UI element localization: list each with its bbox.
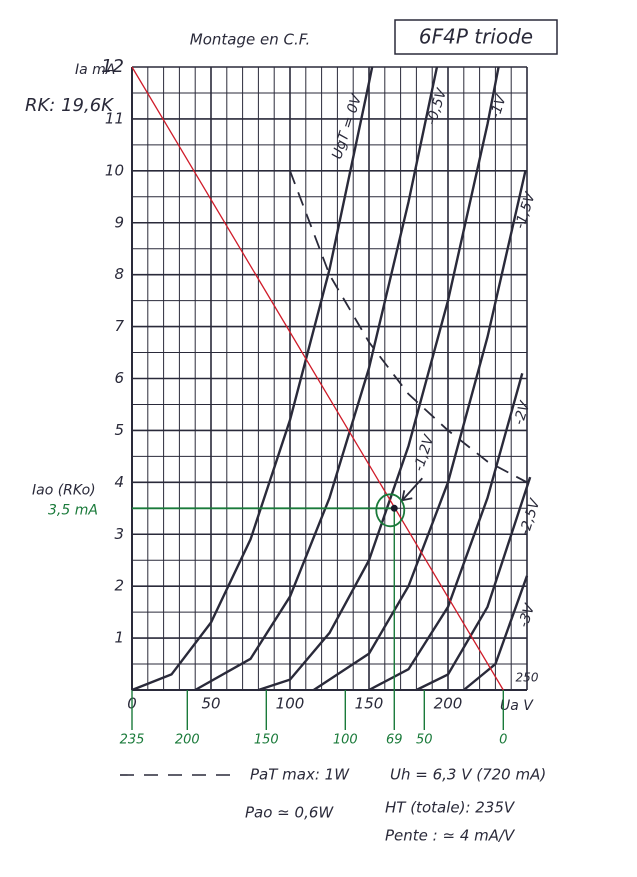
chart-title: Montage en C.F. (190, 31, 310, 49)
x2-tick-label: 235 (120, 733, 145, 748)
x-tick-label: 150 (355, 695, 384, 713)
y-tick-label: 1 (114, 629, 124, 647)
x-tick-label: 100 (276, 695, 305, 713)
y-axis-label: Ia mA (75, 62, 115, 78)
op-arrow (401, 477, 423, 502)
curve (313, 170, 527, 692)
y-tick-label: 5 (114, 421, 124, 439)
y-tick-label: 7 (114, 317, 124, 335)
x-axis-label: Ua V (500, 698, 534, 714)
note: Pao ≃ 0,6W (245, 804, 334, 822)
curve-label: -3V (516, 601, 539, 630)
x2-tick-label: 100 (333, 733, 358, 748)
curve (415, 476, 532, 692)
y-tick-label: 10 (105, 161, 124, 179)
curve (368, 372, 524, 692)
tube-name: 6F4P triode (419, 25, 533, 49)
x2-tick-label: 50 (416, 733, 433, 748)
load-line (131, 66, 504, 691)
curve (463, 575, 529, 691)
op-label: Iao (RKo) (32, 482, 96, 498)
x-tick-label: 250 (516, 671, 539, 685)
y-tick-label: 2 (114, 577, 124, 595)
op-circle (375, 493, 406, 528)
power-limit-line (289, 170, 528, 484)
x-tick-label: 200 (434, 695, 463, 713)
y-tick-label: 6 (114, 369, 124, 387)
y-tick-label: 8 (114, 265, 124, 283)
curve (258, 66, 500, 692)
legend-power-limit: PaT max: 1W (250, 766, 350, 784)
curve (131, 66, 374, 692)
op-curve-label: -1,2V (411, 432, 438, 473)
y-tick-label: 12 (101, 56, 124, 77)
curve-label: -2V (511, 398, 534, 427)
op-point (390, 504, 398, 512)
y-tick-label: 3 (114, 525, 124, 543)
note: HT (totale): 235V (385, 799, 516, 817)
x2-tick-label: 150 (254, 733, 279, 748)
curve (194, 66, 439, 692)
note: Pente : ≃ 4 mA/V (385, 827, 516, 845)
y-tick-label: 4 (114, 473, 124, 491)
tube-box (394, 19, 558, 55)
x2-tick-label: 200 (175, 733, 200, 748)
x2-tick-label: 69 (386, 733, 403, 748)
x2-tick-label: 0 (499, 733, 507, 748)
note: Uh = 6,3 V (720 mA) (390, 766, 546, 784)
x-tick-label: 50 (201, 695, 220, 713)
y-tick-label: 11 (105, 109, 124, 127)
op-value-label: 3,5 mA (48, 502, 98, 518)
curve-label: -1V (487, 92, 510, 121)
y-tick-label: 9 (114, 213, 124, 231)
rk-label: RK: 19,6K (25, 95, 114, 116)
